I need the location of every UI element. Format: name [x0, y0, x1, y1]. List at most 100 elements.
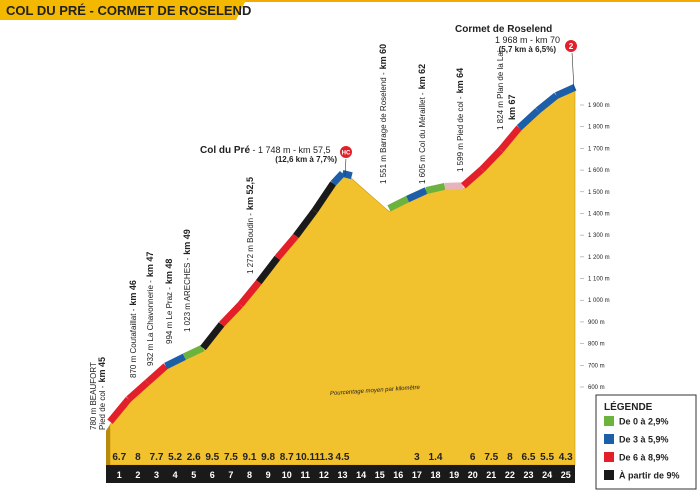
km-label: 18 — [430, 470, 440, 480]
gradient-band — [444, 182, 464, 190]
gradient-label: 10.1 — [296, 452, 316, 463]
title-tab — [0, 0, 246, 20]
base-strip — [106, 465, 575, 483]
gradient-label: 8 — [507, 452, 513, 463]
y-tick-label: 1 800 m — [588, 125, 610, 131]
y-tick-label: 1 500 m — [588, 190, 610, 196]
gradient-label: 5.2 — [168, 452, 182, 463]
gradient-label: 7.5 — [484, 452, 498, 463]
km-label: 8 — [247, 470, 252, 480]
gradient-band — [219, 302, 243, 327]
km-label: 7 — [228, 470, 233, 480]
gradient-band — [406, 187, 428, 203]
waypoint: 1 023 m ARECHES - km 49 — [182, 229, 192, 332]
gradient-band — [274, 233, 299, 261]
summit-info: 1 968 m - km 70 — [495, 35, 560, 45]
waypoint-label: 1 023 m ARECHES - — [183, 257, 192, 332]
y-tick-label: 700 m — [588, 363, 605, 369]
waypoint-label: Pied de col - — [98, 385, 107, 430]
gradient-band — [425, 182, 446, 194]
waypoint-label: 870 m Coutafaillat - — [129, 308, 138, 378]
km-label: 6 — [210, 470, 215, 480]
y-tick-label: 1 400 m — [588, 211, 610, 217]
gradient-band — [554, 84, 577, 99]
gradient-label: 4.5 — [336, 452, 350, 463]
waypoint-label: 1 824 m Plan de la Lai — [496, 50, 505, 130]
y-tick-label: 600 m — [588, 385, 605, 391]
gradient-band — [330, 170, 346, 186]
gradient-label: 5.5 — [540, 452, 554, 463]
summit-name: Cormet de Roselend — [455, 24, 552, 35]
waypoint-label: 1 599 m Pied de col - — [456, 96, 465, 172]
gradient-band — [182, 344, 205, 360]
waypoint-km: km 67 — [507, 94, 517, 120]
gradient-band — [126, 379, 150, 402]
gradient-label: 7.5 — [224, 452, 238, 463]
km-label: 1 — [117, 470, 122, 480]
gradient-label: 11.3 — [314, 452, 333, 463]
km-label: 2 — [135, 470, 140, 480]
gradient-band — [256, 255, 281, 285]
y-tick-label: 1 600 m — [588, 168, 610, 174]
summit-name: Col du Pré — [200, 145, 250, 156]
km-label: 11 — [301, 470, 311, 480]
gradient-label: 8.7 — [280, 452, 294, 463]
gradient-band — [237, 279, 262, 308]
summit-label: Col du Pré - 1 748 m - km 57,5 — [200, 145, 331, 156]
summit-info: - 1 748 m - km 57,5 — [250, 145, 331, 155]
waypoint: 870 m Coutafaillat - km 46 — [128, 280, 138, 378]
gradient-band — [341, 169, 353, 180]
waypoint-km: km 52,5 — [245, 177, 255, 210]
terrain-side — [106, 424, 110, 469]
y-tick-label: 1 300 m — [588, 233, 610, 239]
waypoint-km: km 47 — [145, 252, 155, 278]
km-label: 16 — [393, 470, 403, 480]
gradient-band — [461, 166, 485, 189]
waypoint-label: 1 272 m Boudin - — [246, 213, 255, 274]
waypoint: 1 824 m Plan de la Lai — [496, 50, 505, 130]
legend-title: LÉGENDE — [604, 400, 653, 413]
km-label: 15 — [375, 470, 385, 480]
km-label: 9 — [266, 470, 271, 480]
gradient-band — [387, 195, 410, 212]
waypoint: 1 272 m Boudin - km 52,5 — [245, 177, 255, 274]
km-label: 3 — [154, 470, 159, 480]
legend-label: À partir de 9% — [619, 471, 680, 481]
summit-badge — [339, 145, 353, 159]
legend-swatch — [604, 434, 614, 444]
gradient-band — [535, 92, 559, 114]
legend-label: De 3 à 5,9% — [619, 435, 669, 445]
km-label: 10 — [282, 470, 292, 480]
waypoint: 932 m La Chavonnerie - km 47 — [145, 252, 155, 366]
gradient-band — [293, 208, 318, 238]
waypoint-km: km 49 — [182, 229, 192, 255]
km-label: 25 — [561, 470, 571, 480]
summit-badge — [564, 39, 578, 53]
km-label: 24 — [542, 470, 552, 480]
gradient-label: 3 — [414, 452, 420, 463]
waypoint-km: km 46 — [128, 280, 138, 306]
gradient-band — [497, 125, 522, 153]
km-label: 12 — [319, 470, 329, 480]
waypoint: 994 m Le Praz - km 48 — [164, 259, 174, 344]
gradient-label: 9.8 — [261, 452, 275, 463]
waypoint-label: 932 m La Chavonnerie - — [146, 280, 155, 366]
km-label: 13 — [337, 470, 347, 480]
gradient-label: 6.5 — [522, 452, 536, 463]
summit-badge-text: 2 — [569, 42, 574, 51]
legend-label: De 0 à 2,9% — [619, 417, 669, 427]
gradient-label: 6.7 — [112, 452, 126, 463]
gradient-band — [479, 147, 504, 172]
waypoint: 1 605 m Col du Méraillet - km 62 — [417, 64, 427, 184]
km-label: 21 — [486, 470, 496, 480]
summit-detail: (12,6 km à 7,7%) — [275, 155, 337, 164]
y-tick-label: 900 m — [588, 320, 605, 326]
gradient-label: 6 — [470, 452, 476, 463]
km-label: 14 — [356, 470, 366, 480]
gradient-label: 9.1 — [243, 452, 257, 463]
y-tick-label: 1 900 m — [588, 103, 610, 109]
legend-swatch — [604, 452, 614, 462]
waypoint-label: 1 551 m Barrage de Roselend - — [379, 72, 388, 184]
waypoint-label: 1 605 m Col du Méraillet - — [418, 92, 427, 184]
